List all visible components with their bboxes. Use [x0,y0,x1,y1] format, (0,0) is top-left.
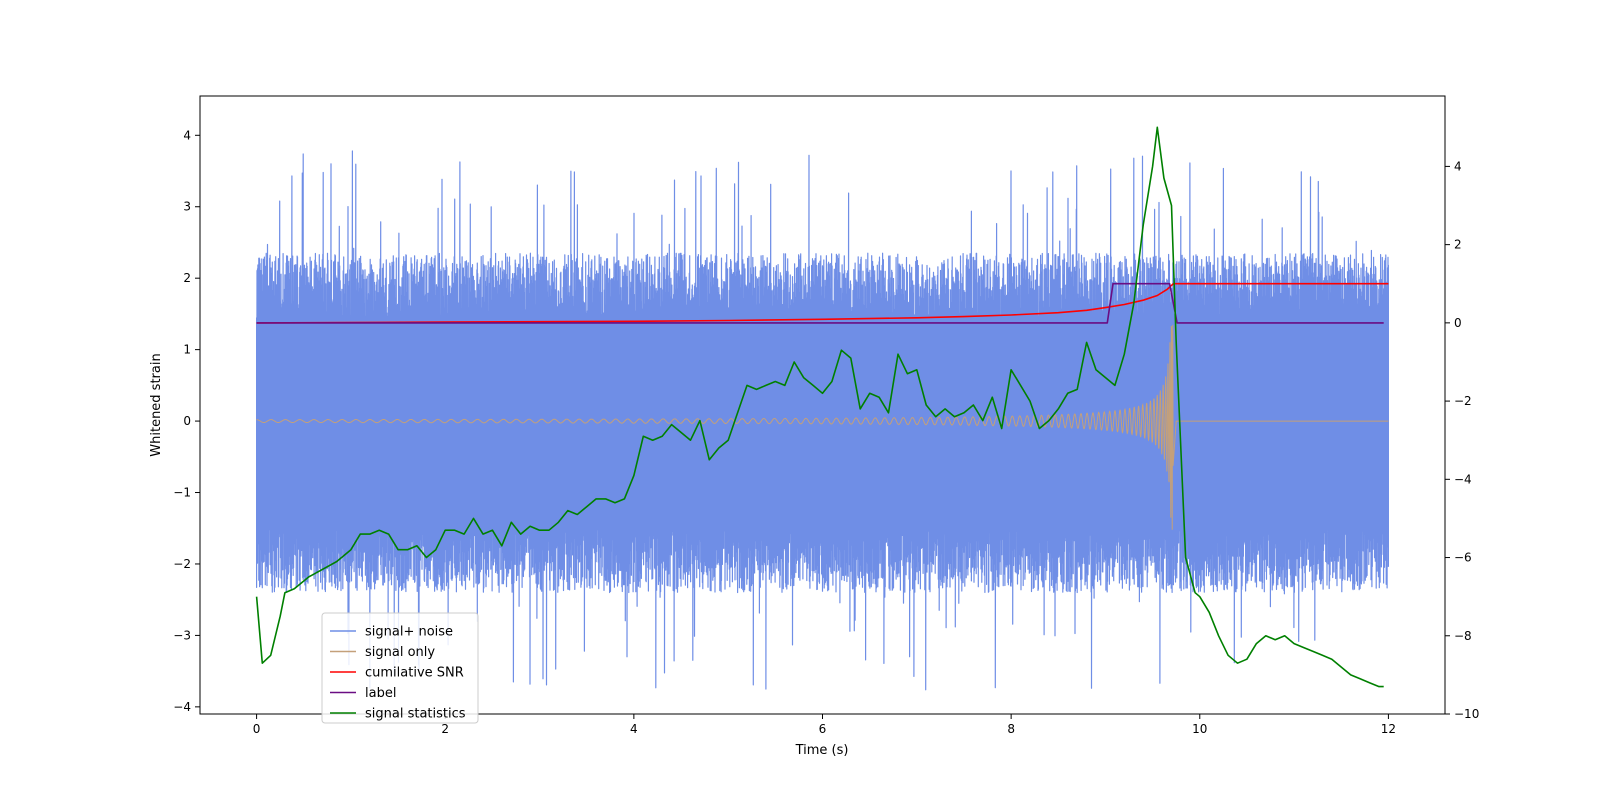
y-tick-label: −2 [173,557,191,571]
series-signal-noise [256,150,1389,691]
legend-label: signal statistics [365,707,466,722]
y2-tick-label: −2 [1454,394,1472,408]
y-axis-label: Whitened strain [149,353,164,456]
legend-label: cumilative SNR [365,666,464,681]
series-signal-only [256,324,1389,530]
x-tick-label: 12 [1381,722,1396,736]
y2-axis-ticks: −10 −8 −6 −4 −2 0 2 4 [1445,159,1479,721]
x-tick-label: 10 [1192,722,1207,736]
legend-label: label [365,686,396,701]
y-tick-label: −1 [173,486,191,500]
y-tick-label: 1 [183,343,191,357]
y2-tick-label: −6 [1454,551,1472,565]
y2-tick-label: −10 [1454,707,1479,721]
y-tick-label: −3 [173,628,191,642]
legend-label: signal+ noise [365,625,453,640]
y-tick-label: −4 [173,700,191,714]
y2-tick-label: −4 [1454,472,1472,486]
x-tick-label: 2 [441,722,449,736]
series-layer [255,126,1389,691]
series-cumulative-snr [256,282,1389,324]
y2-tick-label: 4 [1454,159,1462,173]
legend: signal+ noise signal only cumilative SNR la… [321,612,479,724]
series-label [256,282,1384,324]
y-tick-label: 0 [183,414,191,428]
x-axis-label: Time (s) [795,743,849,758]
x-tick-label: 8 [1007,722,1015,736]
y2-tick-label: 2 [1454,238,1462,252]
series-signal-statistics [255,126,1384,688]
legend-label: signal only [365,645,435,660]
y-tick-label: 3 [183,200,191,214]
x-tick-label: 4 [630,722,638,736]
legend-box [321,612,479,724]
y2-tick-label: −8 [1454,629,1472,643]
y-axis-ticks: −4 −3 −2 −1 0 1 2 3 4 [173,128,200,714]
x-tick-label: 6 [819,722,827,736]
y-tick-label: 2 [183,271,191,285]
x-tick-label: 0 [253,722,261,736]
y-tick-label: 4 [183,128,191,142]
y2-tick-label: 0 [1454,316,1462,330]
